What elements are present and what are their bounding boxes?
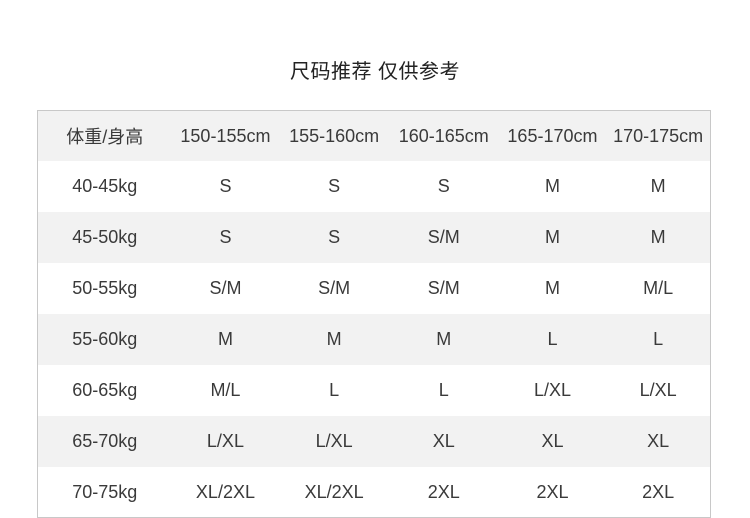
size-cell: S/M — [427, 227, 460, 247]
size-cell: L/XL — [533, 380, 571, 400]
table-row: 40-45kg S S S M M — [38, 161, 710, 212]
table-row: 70-75kg XL/2XL XL/2XL 2XL 2XL 2XL — [38, 467, 710, 518]
size-chart-table: 体重/身高 150-155cm 155-160cm 160-165cm 165-170c… — [37, 110, 711, 518]
size-cell: M — [217, 329, 233, 349]
size-cell: S — [219, 227, 232, 247]
page-title: 尺码推荐 仅供参考 — [289, 61, 461, 83]
weight-label: 70-75kg — [72, 482, 138, 502]
height-header: 170-175cm — [613, 125, 704, 146]
weight-label: 55-60kg — [72, 329, 138, 349]
weight-label: 45-50kg — [72, 227, 138, 247]
size-cell: M — [650, 227, 666, 247]
size-cell: S — [328, 176, 341, 196]
table-row: 50-55kg S/M S/M S/M M M/L — [38, 263, 710, 314]
size-cell: M — [544, 176, 560, 196]
weight-label: 50-55kg — [72, 278, 138, 298]
height-header: 155-160cm — [289, 125, 380, 146]
height-header: 165-170cm — [507, 125, 598, 146]
size-cell: L/XL — [315, 431, 353, 451]
size-cell: M — [650, 176, 666, 196]
size-cell: L/XL — [639, 380, 677, 400]
size-cell: S — [328, 227, 341, 247]
height-header: 150-155cm — [180, 125, 271, 146]
size-cell: L — [653, 329, 664, 349]
size-cell: S/M — [318, 278, 351, 298]
table-row: 65-70kg L/XL L/XL XL XL XL — [38, 416, 710, 467]
table-row: 55-60kg M M M L L — [38, 314, 710, 365]
weight-label: 60-65kg — [72, 380, 138, 400]
weight-label: 40-45kg — [72, 176, 138, 196]
table-header: 体重/身高 150-155cm 155-160cm 160-165cm 165-170c… — [38, 111, 710, 161]
size-cell: XL — [647, 431, 670, 451]
table-row: 60-65kg M/L L L L/XL L/XL — [38, 365, 710, 416]
size-cell: M — [326, 329, 342, 349]
size-cell: XL/2XL — [304, 482, 364, 502]
size-cell: M — [544, 227, 560, 247]
size-cell: M/L — [210, 380, 241, 400]
size-cell: 2XL — [536, 482, 569, 502]
header-cell: 体重/身高 — [66, 127, 144, 147]
table-row: 45-50kg S S S/M M M — [38, 212, 710, 263]
size-cell: M — [544, 278, 560, 298]
height-header: 160-165cm — [398, 125, 489, 146]
size-cell: S — [437, 176, 450, 196]
size-cell: M/L — [643, 278, 674, 298]
size-cell: XL — [432, 431, 455, 451]
size-cell: L — [438, 380, 449, 400]
size-cell: L — [329, 380, 340, 400]
size-cell: S — [219, 176, 232, 196]
size-cell: 2XL — [427, 482, 460, 502]
size-cell: XL — [541, 431, 564, 451]
size-cell: 2XL — [642, 482, 675, 502]
size-cell: L/XL — [206, 431, 244, 451]
size-cell: M — [436, 329, 452, 349]
size-cell: XL/2XL — [195, 482, 255, 502]
size-cell: L — [547, 329, 558, 349]
weight-label: 65-70kg — [72, 431, 138, 451]
size-cell: S/M — [209, 278, 242, 298]
size-cell: S/M — [427, 278, 460, 298]
